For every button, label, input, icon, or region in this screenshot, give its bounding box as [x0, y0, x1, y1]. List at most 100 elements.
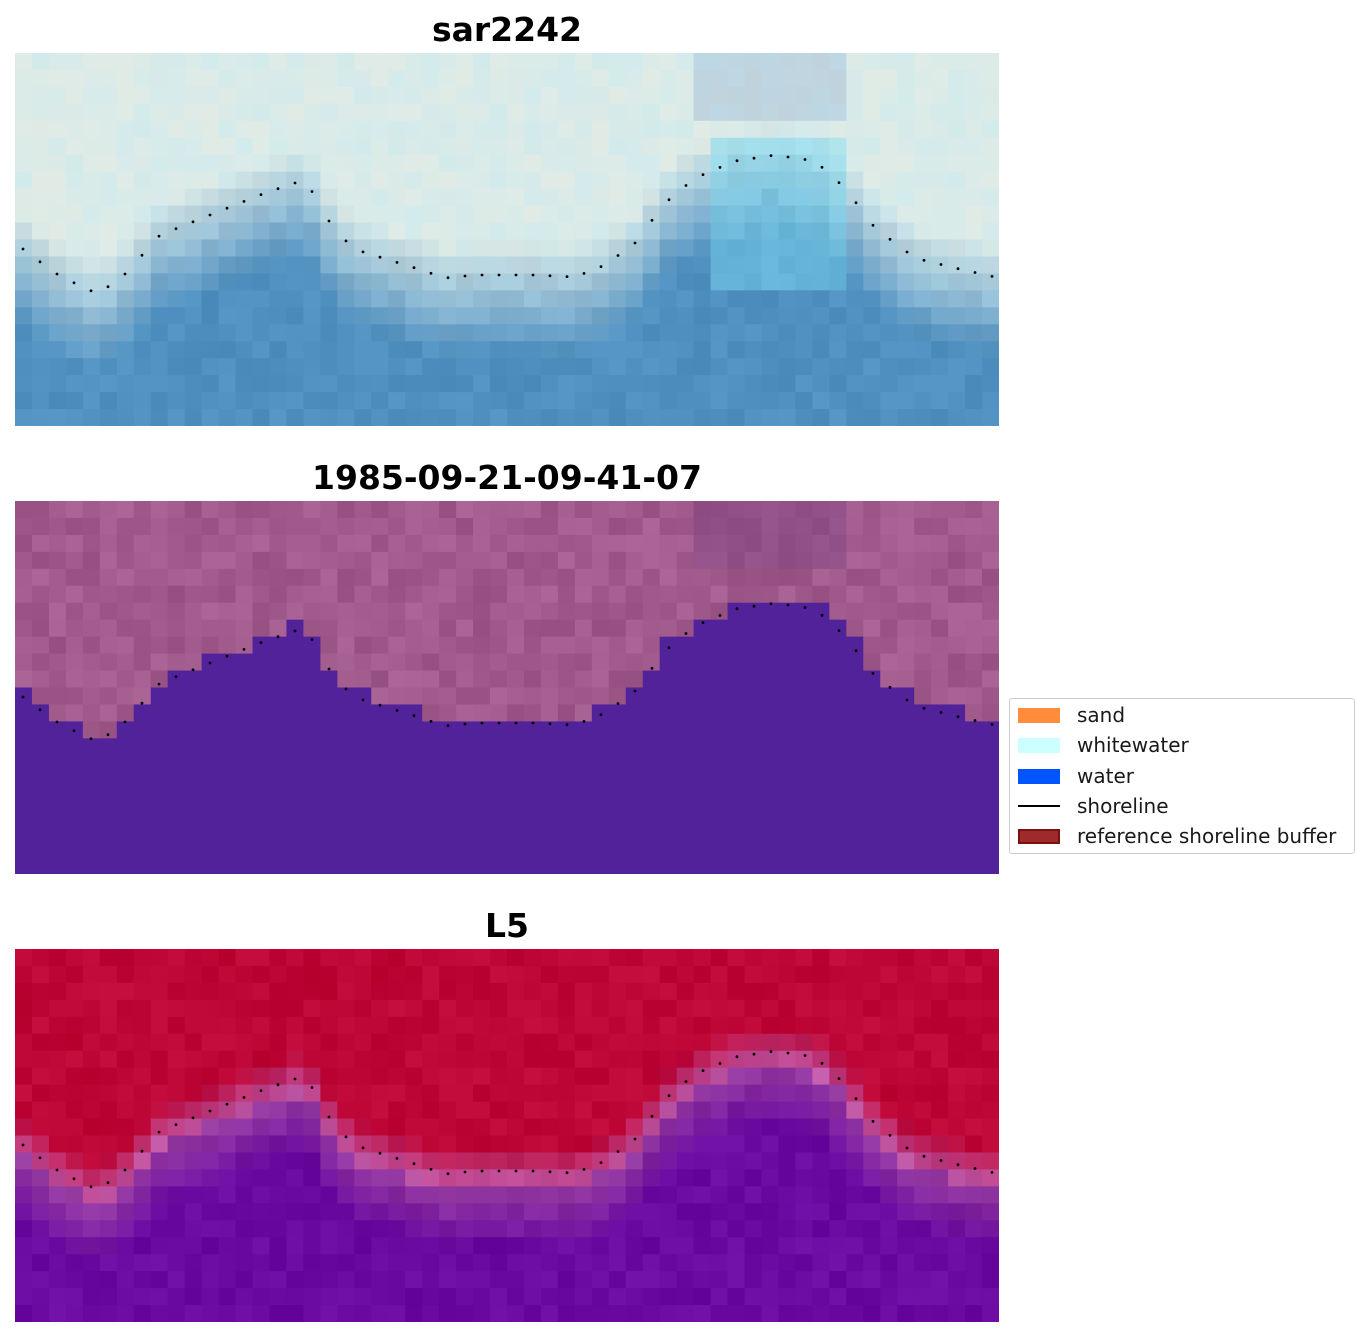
shoreline-point [735, 159, 739, 163]
shoreline-point [837, 629, 841, 632]
shoreline-point [888, 237, 892, 241]
shoreline-point [327, 219, 331, 223]
shoreline-point [684, 1080, 688, 1083]
sand-swatch [1018, 708, 1060, 723]
shoreline-point [990, 723, 994, 726]
shoreline-point [803, 1054, 807, 1057]
shoreline-point [497, 273, 501, 277]
shoreline-point [140, 1149, 144, 1153]
shoreline-point [667, 1094, 671, 1098]
shoreline-point [497, 1169, 501, 1173]
shoreline-point [922, 258, 926, 262]
shoreline-point [225, 1102, 229, 1106]
shoreline-point [939, 263, 943, 266]
shoreline-point [72, 1177, 76, 1181]
shoreline-point [650, 1114, 654, 1118]
shoreline-point [803, 158, 807, 161]
shoreline-point [429, 719, 433, 723]
shoreline-point [803, 606, 807, 609]
shoreline-point [667, 646, 671, 650]
shoreline-point [701, 173, 705, 176]
shoreline-point [786, 155, 790, 159]
shoreline-point [769, 602, 773, 605]
shoreline-point [106, 733, 110, 737]
shoreline-point [497, 721, 501, 725]
shoreline-point [463, 722, 467, 726]
shoreline-point [191, 220, 195, 224]
shoreline-point [718, 166, 722, 169]
shoreline-point [582, 720, 586, 723]
shoreline-point [973, 1167, 977, 1170]
shoreline-point [378, 1151, 382, 1155]
shoreline-point [225, 206, 229, 210]
water-swatch [1018, 769, 1060, 784]
shoreline-point [837, 1077, 841, 1080]
shoreline-point [327, 1115, 331, 1119]
panel-title-classified: 1985-09-21-09-41-07 [312, 458, 702, 497]
shoreline-point [55, 1168, 59, 1172]
shoreline-point [735, 607, 739, 611]
shoreline-point [55, 720, 59, 724]
shoreline-point [531, 273, 535, 277]
shoreline-point [956, 267, 960, 271]
shoreline-point [293, 181, 297, 185]
shoreline-point [548, 274, 552, 278]
shoreline-point [514, 721, 518, 725]
shoreline-point [939, 711, 943, 714]
shoreline-point [38, 1156, 42, 1160]
shoreline-point [293, 1077, 297, 1081]
shoreline-point [208, 661, 212, 665]
shoreline-point [378, 703, 382, 707]
shoreline-point [871, 223, 875, 227]
shoreline-point [565, 1171, 569, 1174]
legend-item-sand: sand [1010, 703, 1354, 727]
shoreline-point [565, 723, 569, 726]
shoreline-point [429, 271, 433, 275]
shoreline-point [871, 671, 875, 675]
shoreline-point [956, 715, 960, 719]
shoreline-point [888, 685, 892, 689]
shoreline-point [905, 698, 909, 702]
shoreline-point [157, 1130, 161, 1134]
shoreline-point [378, 255, 382, 259]
shoreline-point [174, 675, 178, 678]
shoreline-point [208, 1109, 212, 1113]
shoreline-point [531, 1169, 535, 1173]
shoreline-point [259, 641, 263, 644]
shoreline-point [939, 1159, 943, 1162]
shoreline-point [361, 698, 365, 702]
shoreline-point [616, 702, 620, 705]
shoreline-point [276, 635, 280, 639]
shoreline-point [973, 271, 977, 274]
shoreline-point [650, 666, 654, 670]
shoreline-point [837, 181, 841, 185]
shoreline-point [106, 285, 110, 289]
shoreline-point [446, 724, 450, 728]
shoreline-point [208, 213, 212, 217]
shoreline-point [599, 1161, 603, 1164]
shoreline-point [446, 276, 450, 280]
shoreline-point [395, 1157, 399, 1160]
shoreline-point [820, 165, 824, 169]
shoreline-point [123, 720, 127, 724]
shoreline-point [905, 1146, 909, 1150]
shoreline-point [480, 1169, 484, 1173]
shoreline-point [72, 281, 76, 285]
shoreline-point [242, 200, 246, 203]
shoreline-point [599, 713, 603, 716]
shoreline-point [21, 695, 25, 699]
legend-label-shoreline: shoreline [1077, 794, 1169, 818]
shoreline-point [174, 227, 178, 231]
shoreline-point [259, 193, 263, 197]
shoreline-point [38, 260, 42, 264]
shoreline-point [242, 1096, 246, 1099]
shoreline-point [276, 1083, 280, 1087]
shoreline-point [293, 629, 297, 633]
shoreline-point [225, 654, 229, 658]
shoreline-point [616, 254, 620, 257]
shoreline-point [786, 603, 790, 607]
shoreline-point [616, 1150, 620, 1153]
shoreline-point [429, 1167, 433, 1171]
shoreline-point [412, 266, 416, 270]
shoreline-point [990, 275, 994, 278]
